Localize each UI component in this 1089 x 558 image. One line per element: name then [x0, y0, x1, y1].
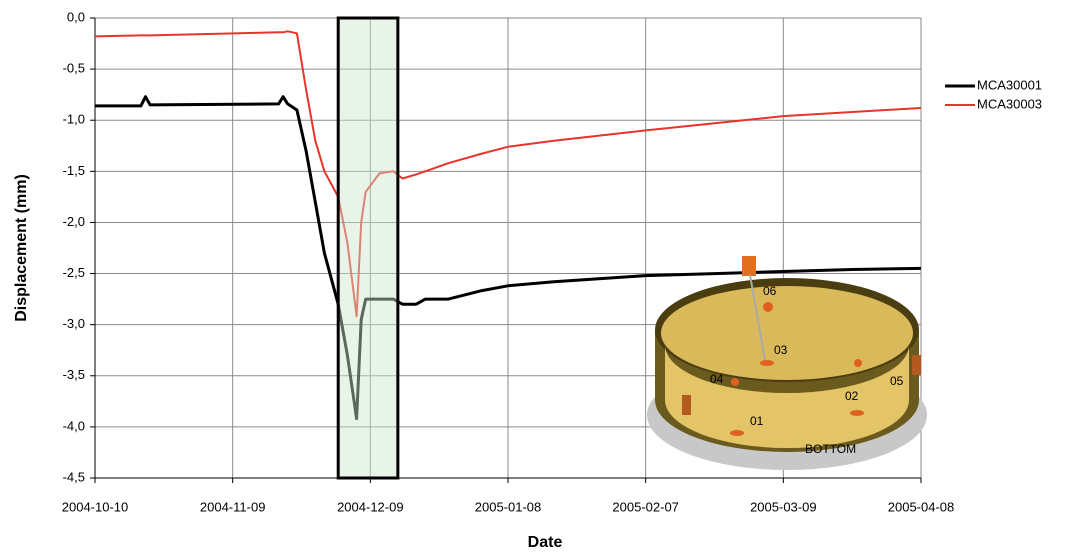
y-tick-label: -4,5	[63, 469, 85, 484]
inset-label: 06	[763, 284, 777, 298]
x-tick-label: 2004-11-09	[200, 499, 266, 514]
inset-sensor	[763, 302, 773, 312]
inset-label: 02	[845, 389, 859, 403]
y-tick-label: -1,0	[63, 112, 85, 127]
y-tick-label: 0,0	[67, 9, 85, 24]
inset-label: 05	[890, 374, 904, 388]
inset-sensor	[912, 355, 921, 375]
x-tick-label: 2005-03-09	[750, 499, 817, 514]
inset-sensor	[730, 430, 744, 436]
y-tick-label: -0,5	[63, 61, 85, 76]
x-tick-label: 2004-12-09	[337, 499, 404, 514]
inset-sensor	[854, 359, 862, 367]
y-tick-label: -1,5	[63, 163, 85, 178]
legend-label: MCA30001	[977, 77, 1042, 92]
inset-sensor	[760, 360, 774, 366]
x-tick-label: 2005-04-08	[888, 499, 955, 514]
inset-label: 01	[750, 414, 764, 428]
inset-label: 04	[710, 372, 724, 386]
y-tick-label: -4,0	[63, 418, 85, 433]
chart: Date Displacement (mm) 0,0 -0,5 -1,0 -1,5 -2…	[0, 0, 1089, 558]
inset-sensor	[731, 378, 739, 386]
y-tick-label: -3,0	[63, 316, 85, 331]
inset-sensor	[682, 395, 691, 415]
x-axis-title: Date	[528, 534, 563, 551]
inset-label: 03	[774, 343, 788, 357]
highlight-box	[338, 18, 398, 478]
inset-diagram: 06 03 04 05 02 01 BOTTOM	[647, 256, 927, 470]
y-axis-title: Displacement (mm)	[13, 174, 30, 322]
x-tick-label: 2005-02-07	[612, 499, 679, 514]
x-tick-label: 2004-10-10	[62, 499, 129, 514]
x-tick-label: 2005-01-08	[475, 499, 542, 514]
y-tick-label: -2,5	[63, 265, 85, 280]
inset-sensor	[850, 410, 864, 416]
inset-label: BOTTOM	[805, 442, 856, 456]
inset-top	[661, 286, 913, 380]
legend-label: MCA30003	[977, 96, 1042, 111]
inset-sensor	[742, 256, 756, 276]
y-tick-label: -3,5	[63, 367, 85, 382]
y-tick-label: -2,0	[63, 214, 85, 229]
